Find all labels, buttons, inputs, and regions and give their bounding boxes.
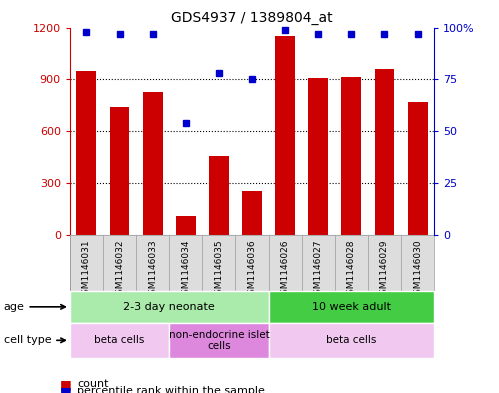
Text: cell type: cell type [3, 335, 65, 345]
Text: GSM1146026: GSM1146026 [280, 239, 289, 299]
Text: GSM1146036: GSM1146036 [248, 239, 256, 300]
Text: count: count [77, 379, 109, 389]
Bar [308, 78, 328, 235]
Bar [110, 107, 129, 235]
Bar [268, 291, 434, 323]
Text: beta cells: beta cells [326, 335, 377, 345]
Text: 2-3 day neonate: 2-3 day neonate [123, 302, 215, 312]
Text: GSM1146035: GSM1146035 [215, 239, 224, 300]
Bar [375, 69, 394, 235]
Text: GSM1146028: GSM1146028 [347, 239, 356, 299]
Text: age: age [3, 302, 65, 312]
Bar [169, 323, 268, 358]
Text: percentile rank within the sample: percentile rank within the sample [77, 386, 265, 393]
Bar [341, 77, 361, 235]
Bar [242, 191, 262, 235]
Text: GSM1146030: GSM1146030 [413, 239, 422, 300]
Bar [408, 102, 428, 235]
Text: beta cells: beta cells [94, 335, 145, 345]
Title: GDS4937 / 1389804_at: GDS4937 / 1389804_at [171, 11, 333, 25]
Bar [209, 156, 229, 235]
Bar [70, 323, 169, 358]
Bar [76, 71, 96, 235]
Text: GSM1146032: GSM1146032 [115, 239, 124, 299]
Bar [268, 323, 434, 358]
Bar [143, 92, 163, 235]
Bar [275, 36, 295, 235]
Text: ■: ■ [60, 385, 72, 393]
Text: GSM1146027: GSM1146027 [314, 239, 323, 299]
Bar [176, 216, 196, 235]
Text: GSM1146033: GSM1146033 [148, 239, 157, 300]
Text: GSM1146031: GSM1146031 [82, 239, 91, 300]
Text: non-endocrine islet
cells: non-endocrine islet cells [169, 329, 269, 351]
Bar [70, 291, 268, 323]
Text: 10 week adult: 10 week adult [312, 302, 391, 312]
Text: ■: ■ [60, 378, 72, 391]
Text: GSM1146034: GSM1146034 [181, 239, 190, 299]
Text: GSM1146029: GSM1146029 [380, 239, 389, 299]
